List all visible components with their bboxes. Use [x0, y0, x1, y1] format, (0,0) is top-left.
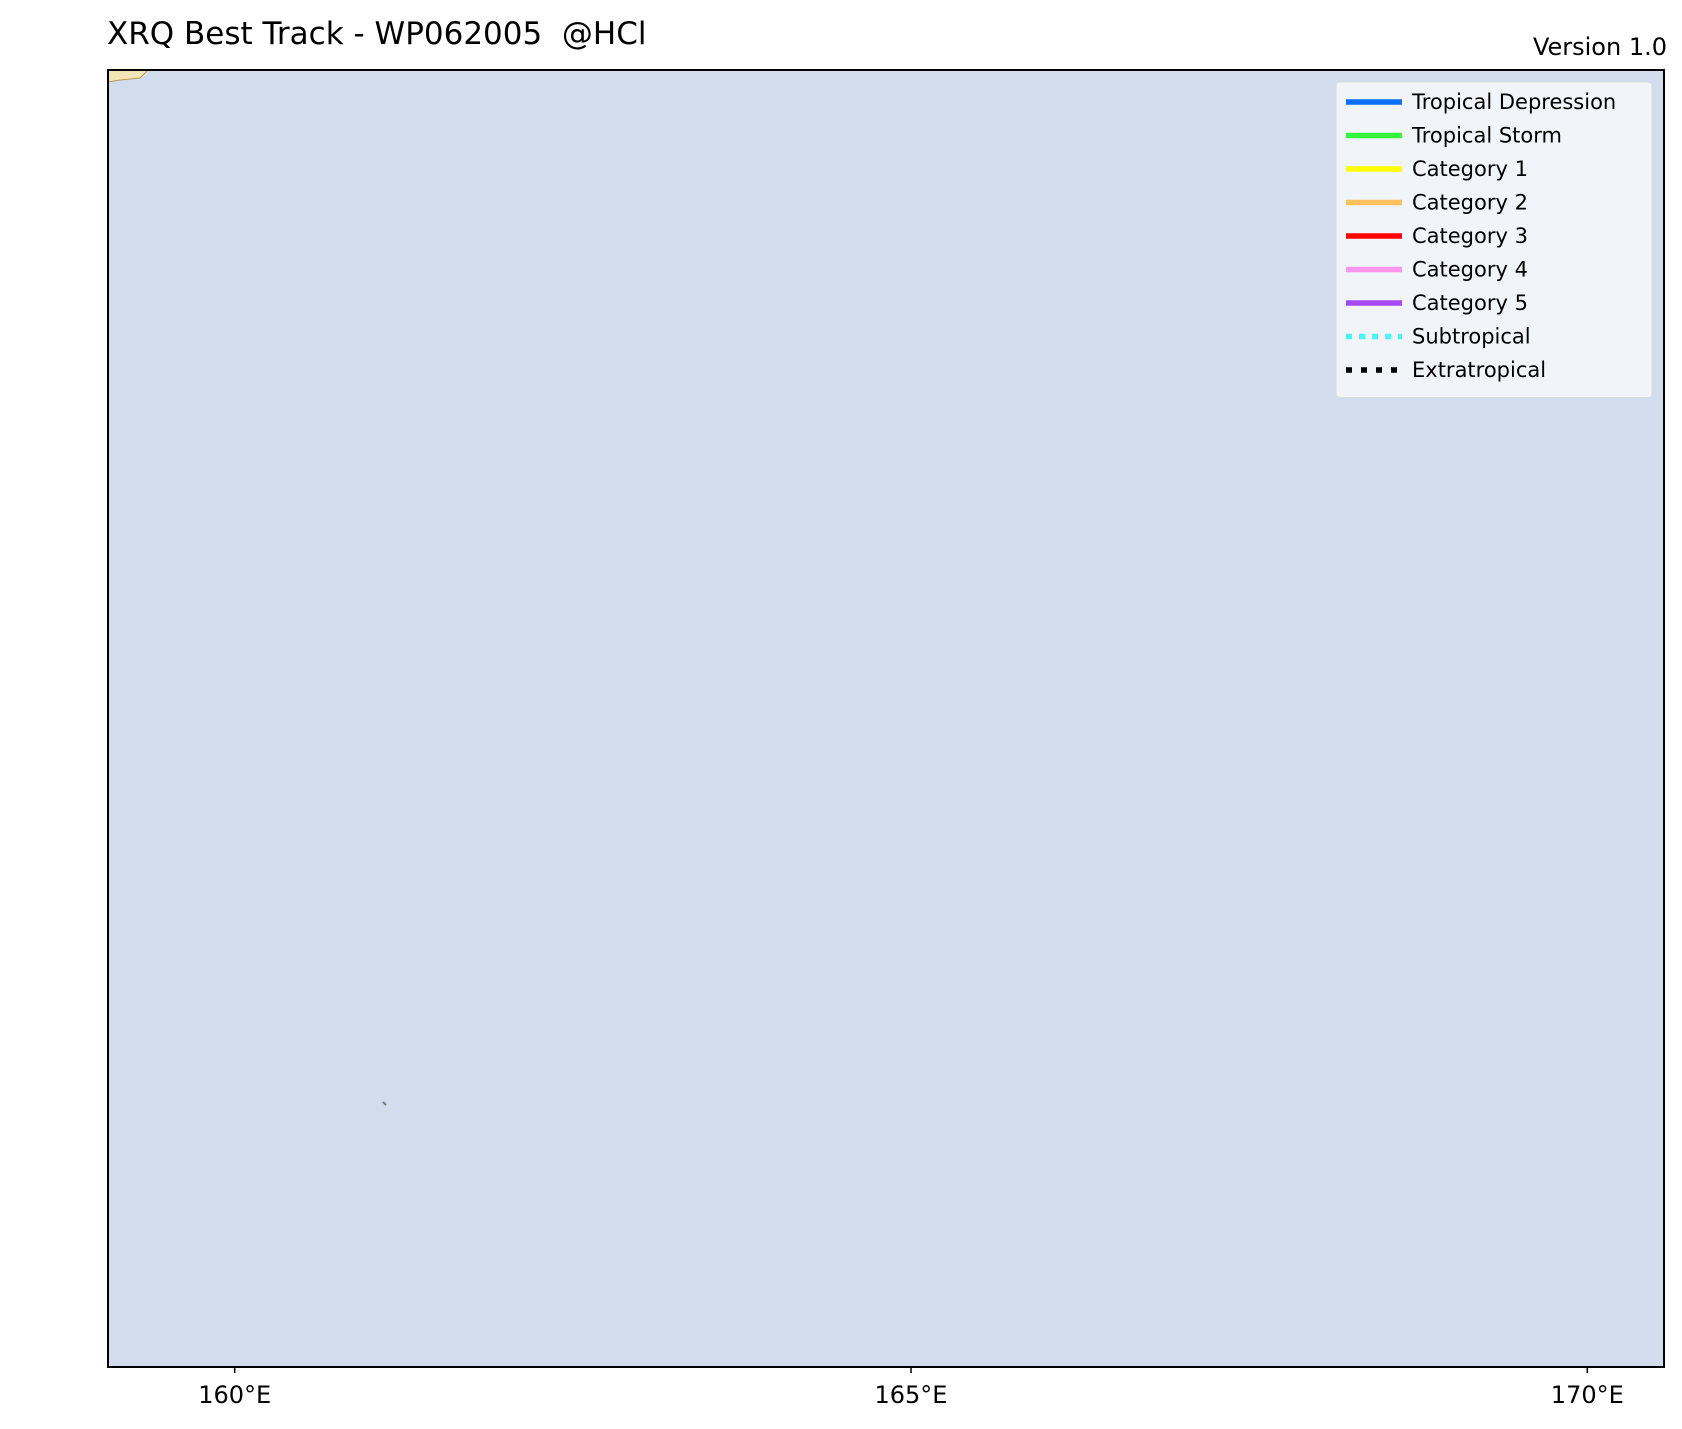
map-frame: [107, 69, 1665, 1368]
legend-label: Tropical Depression: [1411, 90, 1616, 114]
legend-label: Category 2: [1412, 191, 1528, 215]
legend-label: Category 3: [1412, 224, 1528, 248]
legend-label: Tropical Storm: [1411, 124, 1562, 148]
legend-box: [1335, 81, 1653, 398]
small-island: [382, 1101, 387, 1106]
lon-label: 165°E: [875, 1381, 948, 1409]
map-title: XRQ Best Track - WP062005 @HCl: [107, 16, 647, 52]
legend-label: Category 5: [1412, 291, 1528, 315]
legend-label: Extratropical: [1412, 358, 1546, 382]
version-label: Version 1.0: [1532, 33, 1667, 61]
lon-label: 160°E: [198, 1381, 271, 1409]
legend-label: Category 4: [1412, 258, 1528, 282]
lon-label: 170°E: [1551, 1381, 1624, 1409]
legend-label: Subtropical: [1412, 325, 1531, 349]
legend-label: Category 1: [1412, 157, 1528, 181]
land-fragment: [108, 70, 149, 83]
legend: Tropical Depression Tropical Storm Categor…: [1335, 81, 1653, 398]
